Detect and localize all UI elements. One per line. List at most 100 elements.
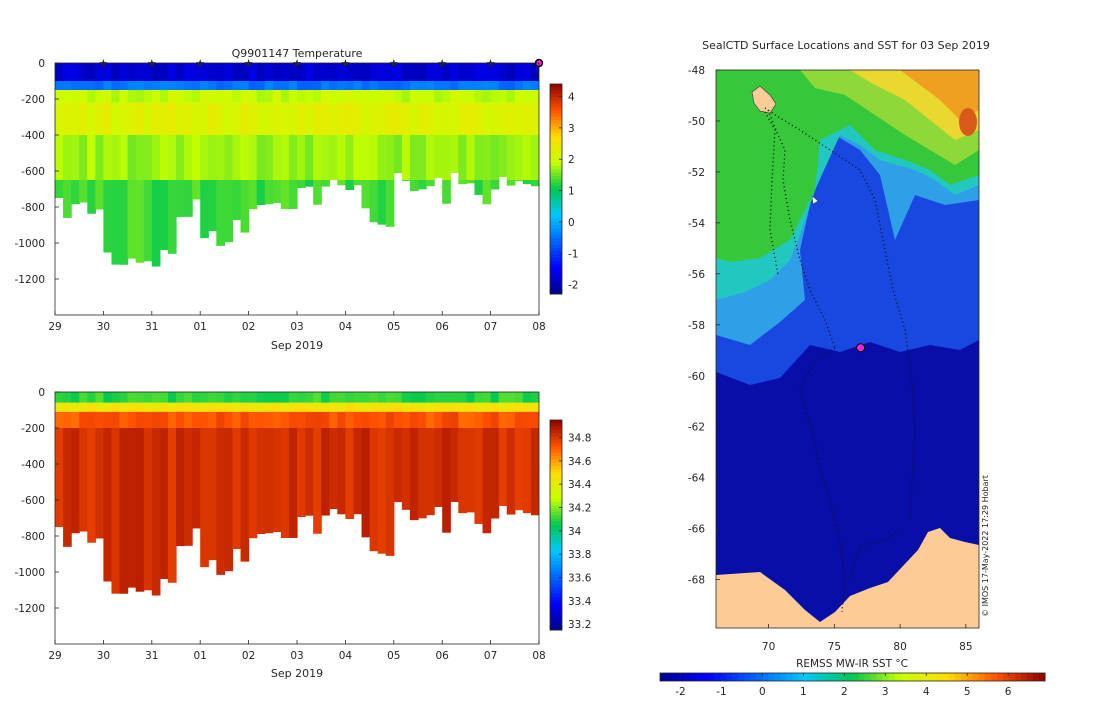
salinity-cell-20-1 <box>216 403 225 412</box>
sst-colorbar-swatch-7 <box>702 673 709 681</box>
salinity-colorbar-swatch-36 <box>550 538 562 542</box>
sst-colorbar-swatch-58 <box>1009 673 1016 681</box>
temperature-cell-43-2 <box>402 90 411 103</box>
sst-colorbar-tick-label-8: 6 <box>1005 686 1012 698</box>
temperature-cell-22-2 <box>232 90 241 103</box>
temperature-colorbar-swatch-18 <box>550 143 562 147</box>
salinity-colorbar-swatch-39 <box>550 548 562 552</box>
temperature-cell-17-4 <box>192 135 201 180</box>
salinity-cell-26-0 <box>265 392 274 403</box>
salinity-colorbar-label-7: 33.4 <box>568 596 592 608</box>
salinity-cell-2-0 <box>71 392 80 403</box>
temperature-cell-25-2 <box>257 90 266 103</box>
temperature-cell-25-4 <box>257 135 266 180</box>
temperature-cell-0-1 <box>55 81 64 90</box>
temperature-cell-45-1 <box>418 81 427 90</box>
temperature-cell-54-1 <box>491 81 500 90</box>
temperature-cell-17-1 <box>192 81 201 90</box>
sst-colorbar-swatch-46 <box>937 673 944 681</box>
temperature-cell-17-2 <box>192 90 201 103</box>
temperature-cell-10-1 <box>136 81 145 90</box>
sst-colorbar-swatch-29 <box>834 673 841 681</box>
temperature-cell-39-2 <box>370 90 379 103</box>
salinity-cell-6-0 <box>103 392 112 403</box>
sst-colorbar-swatch-8 <box>708 673 715 681</box>
temperature-cell-11-1 <box>144 81 153 90</box>
temperature-cell-57-0 <box>515 63 524 81</box>
salinity-colorbar-swatch-57 <box>550 607 562 611</box>
temperature-y-tick-label-6: -1200 <box>14 274 45 286</box>
salinity-cell-37-2 <box>353 412 362 428</box>
temperature-cell-12-1 <box>152 81 161 90</box>
temperature-cell-52-3 <box>474 103 483 135</box>
sst-colorbar-swatch-16 <box>756 673 763 681</box>
salinity-colorbar-swatch-60 <box>550 617 562 621</box>
salinity-colorbar-swatch-10 <box>550 453 562 457</box>
salinity-y-ticks: 0-200-400-600-800-1000-1200 <box>14 387 59 615</box>
sst-colorbar-tick-label-7: 5 <box>964 686 971 698</box>
salinity-cell-47-1 <box>434 403 443 412</box>
temperature-colorbar-swatch-8 <box>550 110 562 114</box>
temperature-cell-47-1 <box>434 81 443 90</box>
temperature-cell-55-0 <box>499 63 508 81</box>
temperature-cell-55-2 <box>499 90 508 103</box>
temperature-colorbar-swatch-52 <box>550 255 562 259</box>
salinity-cell-25-3 <box>257 428 266 534</box>
salinity-cell-3-1 <box>79 403 88 412</box>
salinity-x-tick-label-0: 29 <box>48 650 61 662</box>
profile-marker-0: ★ <box>98 57 108 70</box>
temperature-cell-58-3 <box>523 103 532 135</box>
salinity-cell-32-3 <box>313 428 322 534</box>
salinity-cell-7-0 <box>111 392 120 403</box>
salinity-cell-3-2 <box>79 412 88 428</box>
salinity-x-tick-label-6: 04 <box>339 650 353 662</box>
temperature-cell-28-5 <box>281 180 290 209</box>
temperature-cell-6-1 <box>103 81 112 90</box>
temperature-cell-2-1 <box>71 81 80 90</box>
temperature-cell-2-4 <box>71 135 80 180</box>
salinity-cell-28-3 <box>281 428 290 538</box>
temperature-cell-0-0 <box>55 63 64 81</box>
salinity-cell-53-2 <box>483 412 492 428</box>
salinity-cell-55-0 <box>499 392 508 403</box>
salinity-cell-16-2 <box>184 412 193 428</box>
temperature-cell-38-2 <box>362 90 371 103</box>
temperature-cell-13-1 <box>160 81 169 90</box>
salinity-cell-46-2 <box>426 412 435 428</box>
current-position-marker <box>857 344 865 352</box>
temperature-colorbar-swatch-12 <box>550 123 562 127</box>
salinity-cell-44-1 <box>410 403 419 412</box>
salinity-cell-17-2 <box>192 412 201 428</box>
profile-marker-5: ★ <box>340 57 350 70</box>
temperature-cell-16-2 <box>184 90 193 103</box>
temperature-colorbar-swatch-15 <box>550 133 562 137</box>
salinity-cell-58-2 <box>523 412 532 428</box>
sst-colorbar-swatch-56 <box>997 673 1004 681</box>
temperature-cell-1-4 <box>63 135 72 180</box>
salinity-cell-19-0 <box>208 392 217 403</box>
temperature-cell-7-5 <box>111 180 120 265</box>
temperature-cell-40-3 <box>378 103 387 135</box>
temperature-colorbar-label-4: 0 <box>568 217 575 229</box>
salinity-colorbar-swatch-44 <box>550 564 562 568</box>
temperature-cell-35-4 <box>337 135 346 180</box>
temperature-colorbar-swatch-28 <box>550 176 562 180</box>
temperature-cell-48-5 <box>442 180 451 204</box>
temperature-cell-3-1 <box>79 81 88 90</box>
temperature-colorbar-swatch-37 <box>550 205 562 209</box>
salinity-cell-53-1 <box>483 403 492 412</box>
sst-colorbar-swatch-9 <box>714 673 721 681</box>
salinity-cell-50-3 <box>458 428 467 513</box>
temperature-cell-46-1 <box>426 81 435 90</box>
salinity-colorbar-label-2: 34.4 <box>568 479 592 491</box>
temperature-cell-43-0 <box>402 63 411 81</box>
map-x-tick-label-0: 70 <box>762 641 775 653</box>
temperature-cell-39-5 <box>370 180 379 222</box>
temperature-colorbar-swatch-6 <box>550 104 562 108</box>
salinity-colorbar-swatch-50 <box>550 584 562 588</box>
salinity-colorbar-swatch-32 <box>550 525 562 529</box>
salinity-cell-36-0 <box>345 392 354 403</box>
salinity-cell-32-1 <box>313 403 322 412</box>
salinity-cell-50-0 <box>458 392 467 403</box>
